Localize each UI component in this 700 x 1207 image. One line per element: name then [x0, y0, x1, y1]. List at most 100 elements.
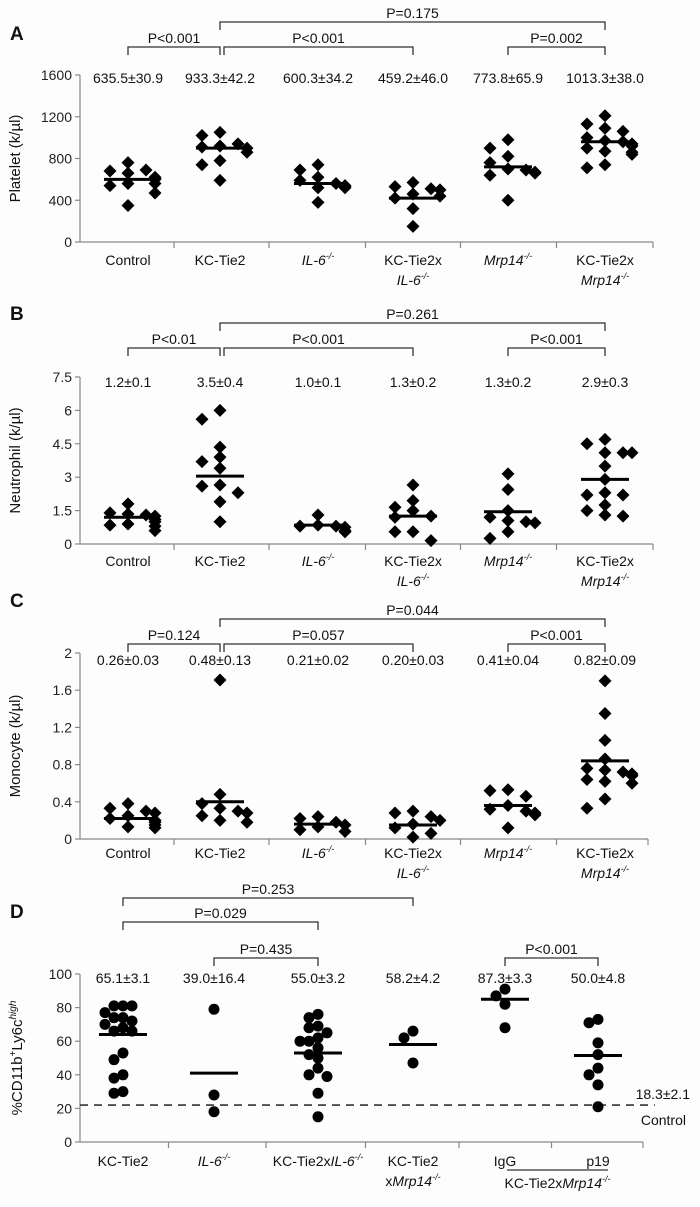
data-point: [424, 826, 438, 840]
data-point: [108, 1072, 120, 1084]
data-point: [499, 983, 511, 995]
p-value-label: P=0.057: [292, 627, 345, 643]
y-tick-label: 1200: [41, 109, 72, 125]
x-category-label: KC-Tie2: [388, 1153, 439, 1169]
p-value-label: P<0.001: [148, 30, 201, 46]
data-point: [580, 141, 594, 155]
data-point: [616, 509, 630, 523]
series-3: [388, 804, 447, 844]
data-point: [483, 141, 497, 155]
p-value-label: P<0.001: [292, 331, 345, 347]
data-point: [528, 808, 542, 822]
data-point: [483, 531, 497, 545]
data-point: [312, 1042, 324, 1054]
x-category-label-line2: Mrp14-/-: [581, 572, 629, 589]
series-2: [293, 158, 352, 209]
data-point: [625, 446, 639, 460]
significance-bracket: [223, 643, 414, 652]
p-value-label: P=0.044: [386, 602, 439, 618]
data-point: [583, 1069, 595, 1081]
y-tick-label: 2: [64, 645, 72, 661]
stat-label: 2.9±0.3: [582, 374, 629, 390]
stat-label: 50.0±4.8: [571, 970, 626, 986]
data-point: [598, 674, 612, 688]
x-category-label: KC-Tie2: [195, 845, 246, 861]
data-point: [501, 193, 515, 207]
data-point: [121, 517, 135, 531]
data-point: [406, 176, 420, 190]
series-0: [103, 797, 162, 835]
data-point: [616, 488, 630, 502]
data-point: [213, 154, 227, 168]
panel-d: D 0 20 40 60 80 100 %CD11b+Ly6chigh 65.1±3.1 39.0…: [8, 881, 690, 1191]
data-point: [616, 446, 630, 460]
stat-label: 0.48±0.13: [189, 652, 251, 668]
panel-b: B 0 1.5 3 4.5 6 7.5 Neutrophil (k/µl) 1.2±0.1 3.5…: [7, 304, 654, 589]
data-point: [388, 525, 402, 539]
data-point: [99, 1007, 111, 1019]
y-axis-label: Neutrophil (k/µl): [7, 407, 24, 513]
y-tick-label: 80: [56, 1000, 72, 1016]
series-3: [389, 1025, 437, 1069]
series-0: [103, 497, 162, 538]
data-point: [148, 806, 162, 820]
data-point: [121, 797, 135, 811]
x-category-label: KC-Tie2x: [576, 252, 634, 268]
panel-letter: D: [10, 902, 24, 923]
data-point: [311, 170, 325, 184]
data-point: [598, 763, 612, 777]
data-point: [501, 783, 515, 797]
p-value-label: P=0.261: [386, 306, 439, 322]
stat-label: 1013.3±38.0: [566, 70, 644, 86]
data-point: [108, 1000, 120, 1012]
y-tick-label: 4.5: [53, 436, 73, 452]
data-point: [195, 129, 209, 143]
data-point: [117, 1000, 129, 1012]
data-point: [139, 163, 153, 177]
data-point: [598, 706, 612, 720]
panel-letter: A: [10, 24, 24, 45]
x-category-label: Mrp14-/-: [484, 552, 532, 569]
data-point: [598, 508, 612, 522]
x-category-label: KC-Tie2: [195, 553, 246, 569]
data-point: [195, 158, 209, 172]
x-category-label-line2: IL-6-/-: [397, 271, 430, 288]
data-point: [483, 784, 497, 798]
data-point: [519, 789, 533, 803]
series-2: [294, 1008, 342, 1123]
data-point: [213, 403, 227, 417]
data-point: [231, 804, 245, 818]
data-point: [213, 801, 227, 815]
data-point: [580, 161, 594, 175]
data-point: [293, 823, 307, 837]
y-tick-label: 1.6: [53, 682, 73, 698]
data-point: [483, 168, 497, 182]
data-point: [598, 446, 612, 460]
data-point: [406, 219, 420, 233]
data-point: [208, 1003, 220, 1015]
y-tick-label: 3: [64, 469, 72, 485]
x-category-label: Control: [105, 845, 150, 861]
data-point: [312, 1111, 324, 1123]
data-point: [580, 761, 594, 775]
data-point: [598, 733, 612, 747]
series-0: [103, 156, 162, 212]
p-value-label: P<0.001: [292, 30, 345, 46]
data-point: [625, 147, 639, 161]
data-point: [117, 1069, 129, 1081]
x-category-label: p19: [586, 1153, 610, 1169]
data-point: [338, 525, 352, 539]
p-value-label: P=0.435: [240, 941, 293, 957]
data-point: [148, 524, 162, 538]
series-4: [481, 983, 529, 1034]
data-point: [338, 825, 352, 839]
data-point: [598, 144, 612, 158]
data-point: [388, 180, 402, 194]
stat-label: 933.3±42.2: [185, 70, 255, 86]
stat-label: 39.0±16.4: [183, 970, 245, 986]
x-category-label: KC-Tie2x: [384, 553, 442, 569]
stat-label: 0.21±0.02: [287, 652, 349, 668]
data-point: [293, 163, 307, 177]
data-point: [117, 1022, 129, 1034]
